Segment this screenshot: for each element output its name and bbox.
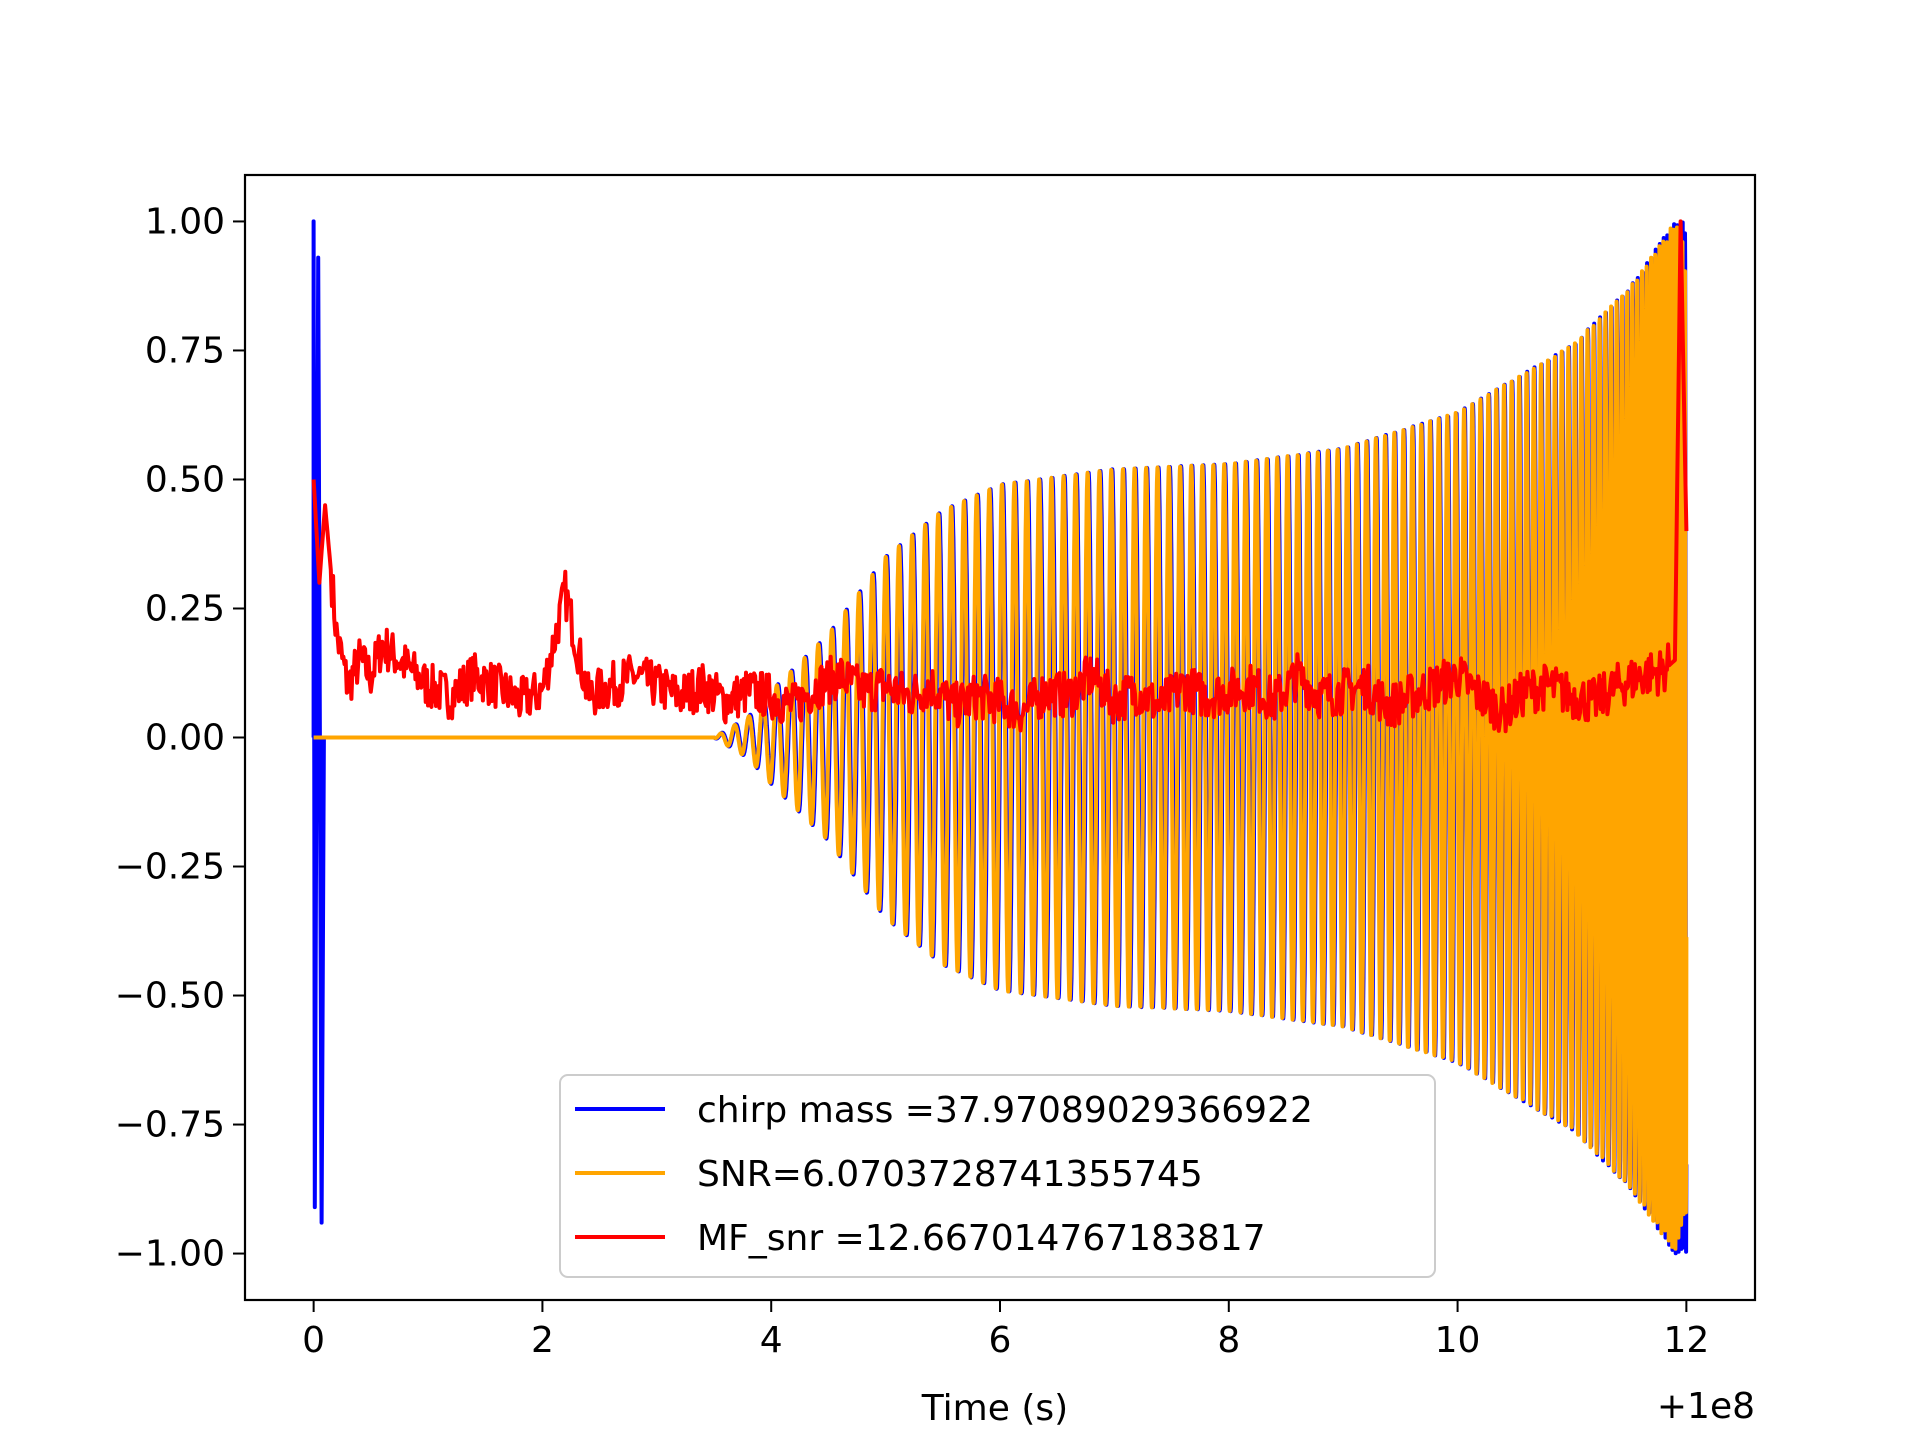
x-tick-label: 4	[760, 1320, 783, 1361]
legend-label-snr: SNR=6.0703728741355745	[697, 1154, 1203, 1195]
x-axis-ticks: 0 2 4 6 8 10 12	[302, 1300, 1709, 1361]
y-tick-label: 0.25	[145, 588, 225, 629]
y-tick-label: −1.00	[115, 1234, 225, 1275]
y-tick-label: 0.50	[145, 459, 225, 500]
y-tick-label: −0.50	[115, 976, 225, 1017]
legend-frame	[559, 1074, 1436, 1278]
x-tick-label: 6	[989, 1320, 1012, 1361]
legend: chirp mass =37.97089029366922 SNR=6.0703…	[559, 1074, 1436, 1278]
y-tick-label: 0.75	[145, 330, 225, 371]
y-tick-label: −0.25	[115, 847, 225, 888]
x-axis-offset-label: +1e8	[1657, 1386, 1755, 1427]
legend-label-mf-snr: MF_snr =12.667014767183817	[697, 1218, 1266, 1259]
legend-label-chirp-mass: chirp mass =37.97089029366922	[697, 1090, 1313, 1131]
y-tick-label: −0.75	[115, 1105, 225, 1146]
x-tick-label: 0	[302, 1320, 325, 1361]
series-line-mf-snr	[311, 219, 1689, 734]
x-tick-label: 12	[1663, 1320, 1709, 1361]
y-axis-ticks: 1.00 0.75 0.50 0.25 0.00 −0.25 −0.50 −0.75 −1.00	[115, 201, 245, 1275]
y-tick-label: 1.00	[145, 201, 225, 242]
x-tick-label: 2	[531, 1320, 554, 1361]
x-axis-label: Time (s)	[921, 1388, 1068, 1429]
x-tick-label: 8	[1217, 1320, 1240, 1361]
x-tick-label: 10	[1435, 1320, 1481, 1361]
y-tick-label: 0.00	[145, 718, 225, 759]
series-layer	[311, 219, 1689, 1256]
